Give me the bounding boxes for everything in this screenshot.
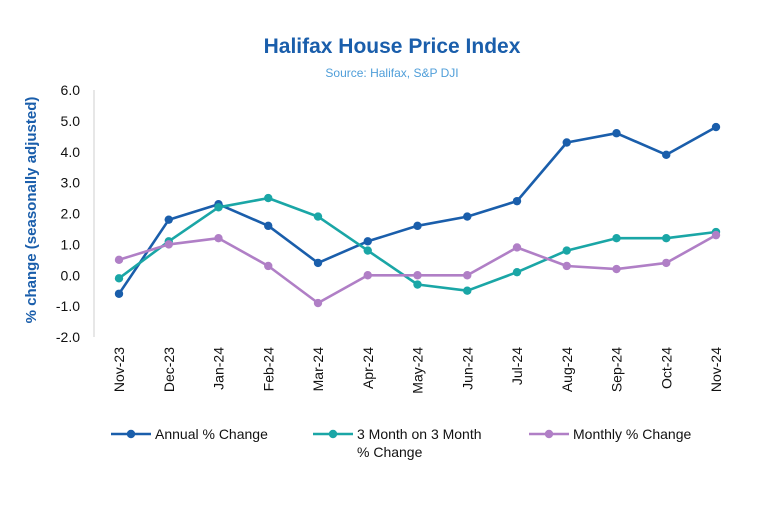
legend-label-1: % Change	[357, 444, 423, 460]
data-point-s1-9	[562, 246, 571, 255]
legend-label-1: 3 Month on 3 Month	[357, 426, 482, 442]
data-point-s0-0	[114, 289, 124, 298]
x-tick-label: Nov-24	[708, 347, 724, 392]
x-tick-label: Mar-24	[310, 347, 326, 392]
legend-label-2: Monthly % Change	[573, 426, 692, 442]
series-layer	[114, 122, 721, 308]
y-tick-label: 2.0	[61, 206, 81, 222]
x-tick-label: Jun-24	[459, 347, 475, 390]
y-tick-label: 1.0	[61, 236, 81, 252]
data-point-s2-7	[463, 271, 472, 280]
y-axis-label: % change (seasonally adjusted)	[23, 97, 40, 324]
data-point-s0-9	[562, 138, 571, 147]
data-point-s0-5	[363, 237, 372, 246]
x-tick-label: Dec-23	[161, 347, 177, 392]
data-point-s0-11	[662, 150, 671, 160]
data-point-s2-12	[711, 230, 721, 240]
x-tick-label: Feb-24	[260, 347, 276, 392]
data-point-s2-10	[612, 264, 621, 274]
x-tick-label: Aug-24	[559, 347, 575, 392]
x-tick-label: Jul-24	[509, 347, 525, 385]
data-point-s0-3	[264, 221, 273, 231]
legend: Annual % Change 3 Month on 3 Month % Chang…	[111, 426, 692, 460]
data-point-s2-11	[662, 258, 671, 268]
data-point-s2-2	[214, 234, 223, 243]
data-point-s1-7	[463, 286, 472, 295]
y-tick-label: 6.0	[61, 82, 81, 98]
x-tick-label: Sep-24	[609, 347, 625, 392]
y-tick-label: 4.0	[61, 144, 81, 160]
data-point-s1-0	[114, 274, 124, 283]
legend-marker-1	[328, 429, 338, 439]
axes-layer: -2.0 -1.0 0.0 1.0 2.0 3.0 4.0 5.0 6.0 Nov-23 Dec-2…	[56, 82, 724, 394]
legend-marker-2	[544, 429, 554, 439]
chart-title: Halifax House Price Index	[264, 35, 521, 58]
data-point-s2-1	[164, 240, 173, 249]
x-tick-label: Nov-23	[111, 347, 127, 392]
data-point-s1-4	[313, 212, 323, 221]
data-point-s2-8	[512, 243, 522, 252]
legend-marker-0	[126, 429, 136, 439]
x-tick-label: Apr-24	[360, 347, 376, 389]
x-tick-label: Jan-24	[211, 347, 227, 390]
data-point-s1-11	[662, 234, 671, 243]
data-point-s1-6	[413, 280, 422, 289]
data-point-s0-8	[512, 196, 522, 206]
data-point-s0-12	[711, 122, 721, 132]
data-point-s1-8	[512, 267, 522, 277]
y-tick-label: 0.0	[61, 267, 81, 283]
data-point-s0-1	[164, 215, 173, 224]
data-point-s1-5	[363, 246, 372, 255]
y-tick-label: -1.0	[56, 298, 80, 314]
x-tick-label: Oct-24	[658, 347, 674, 389]
data-point-s2-6	[413, 271, 422, 280]
data-point-s2-4	[313, 298, 323, 308]
data-point-s0-4	[313, 258, 323, 268]
data-point-s1-3	[264, 193, 273, 203]
data-point-s0-6	[413, 221, 422, 231]
y-tick-label: -2.0	[56, 329, 80, 345]
data-point-s0-10	[612, 129, 621, 138]
data-point-s1-10	[612, 234, 621, 243]
chart-subtitle: Source: Halifax, S&P DJI	[325, 66, 458, 80]
x-tick-label: May-24	[410, 347, 426, 394]
y-tick-label: 3.0	[61, 175, 81, 191]
data-point-s2-5	[363, 271, 372, 280]
data-point-s2-3	[264, 261, 273, 271]
y-tick-label: 5.0	[61, 113, 81, 129]
series-line-2	[118, 233, 717, 305]
data-point-s0-7	[463, 212, 472, 221]
legend-label-0: Annual % Change	[155, 426, 268, 442]
data-point-s2-9	[562, 261, 571, 271]
data-point-s1-2	[214, 203, 223, 212]
data-point-s2-0	[114, 255, 124, 265]
